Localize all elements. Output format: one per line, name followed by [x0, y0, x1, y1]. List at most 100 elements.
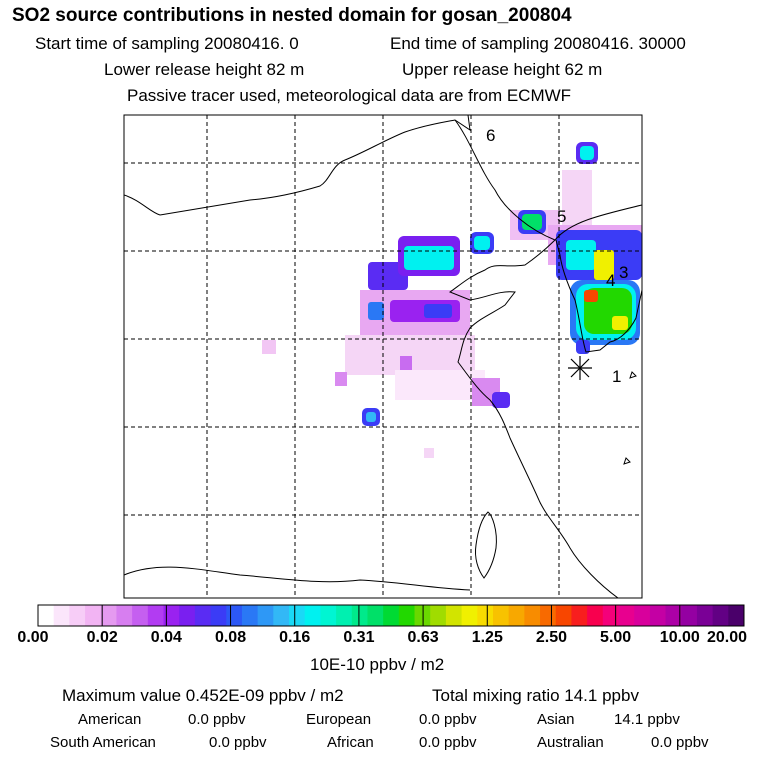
conc-cell — [576, 340, 590, 354]
region-label: 6 — [486, 126, 495, 145]
island — [623, 457, 631, 465]
colorbar-tick-label: 0.31 — [343, 629, 375, 646]
african-value: 0.0 ppbv — [419, 734, 477, 751]
conc-cell — [522, 214, 542, 230]
colorbar-cell — [696, 605, 714, 626]
colorbar-cell — [681, 605, 698, 626]
region-label: 3 — [619, 263, 628, 282]
conc-cell — [335, 372, 347, 386]
conc-cell — [424, 304, 452, 318]
colorbar-cell — [728, 605, 745, 626]
conc-cell — [395, 370, 485, 400]
colorbar-tick-label: 0.16 — [279, 629, 311, 646]
colorbar-cell — [69, 605, 86, 626]
colorbar-cell — [587, 605, 604, 626]
northeast-border — [454, 119, 642, 241]
colorbar-cell — [257, 605, 274, 626]
colorbar-cell — [571, 605, 588, 626]
mongolia-border — [159, 115, 471, 216]
colorbar-tick-label: 0.02 — [86, 629, 118, 646]
colorbar-cell — [367, 605, 384, 626]
colorbar-cell — [524, 605, 541, 626]
colorbar-units: 10E-10 ppbv / m2 — [310, 655, 445, 674]
region-label: 5 — [557, 207, 566, 226]
korea-coast — [555, 239, 642, 353]
colorbar-tick-label: 5.00 — [600, 629, 632, 646]
colorbar-cell — [618, 605, 635, 626]
colorbar-tick-label: 0.63 — [407, 629, 439, 646]
asian-value: 14.1 ppbv — [614, 711, 680, 728]
conc-cell — [566, 240, 596, 270]
plot-title: SO2 source contributions in nested domai… — [12, 5, 572, 26]
colorbar-cell — [383, 605, 400, 626]
australian-label: Australian — [537, 734, 604, 751]
colorbar-cell — [508, 605, 525, 626]
tracer-note: Passive tracer used, meteorological data… — [127, 86, 572, 105]
colorbar-tick-label: 10.00 — [659, 629, 700, 646]
conc-cell — [584, 290, 598, 302]
end-time: End time of sampling 20080416. 30000 — [390, 34, 686, 53]
colorbar-cell — [163, 605, 180, 626]
african-label: African — [327, 734, 374, 751]
colorbar-cell — [194, 605, 212, 626]
island — [629, 371, 637, 379]
total-mixing-ratio: Total mixing ratio 14.1 ppbv — [432, 686, 639, 705]
border-line — [124, 194, 161, 216]
upper-release-height: Upper release height 62 m — [402, 60, 603, 79]
colorbar-cell — [304, 605, 321, 626]
start-time: Start time of sampling 20080416. 0 — [35, 34, 299, 53]
maximum-value: Maximum value 0.452E-09 ppbv / m2 — [62, 686, 344, 705]
colorbar-cell — [492, 605, 510, 626]
china-coast — [448, 239, 619, 598]
colorbar-cell — [241, 605, 259, 626]
colorbar-cell — [336, 605, 353, 626]
conc-cell — [424, 448, 434, 458]
region-label: 4 — [606, 271, 615, 290]
concentration-field — [262, 142, 642, 458]
receptor-marker — [568, 356, 592, 380]
colorbar-tick-label: 0.04 — [150, 629, 182, 646]
colorbar-cell — [398, 605, 416, 626]
colorbar-cell — [540, 605, 557, 626]
taiwan — [475, 511, 497, 579]
conc-cell — [492, 392, 510, 408]
south-china-coast — [124, 566, 471, 591]
asian-label: Asian — [537, 711, 575, 728]
colorbar-cell — [665, 605, 682, 626]
conc-cell — [474, 236, 490, 250]
coastlines — [124, 115, 642, 598]
colorbar-cell — [477, 605, 494, 626]
conc-cell — [400, 356, 412, 370]
colorbar-tick-label: 1.25 — [471, 629, 503, 646]
colorbar-cell — [116, 605, 133, 626]
colorbar-cell — [430, 605, 447, 626]
colorbar-cell — [53, 605, 70, 626]
conc-cell — [368, 302, 384, 320]
lower-release-height: Lower release height 82 m — [104, 60, 305, 79]
conc-cell — [366, 412, 376, 422]
south-american-label: South American — [50, 734, 156, 751]
american-label: American — [78, 711, 142, 728]
colorbar-cell — [712, 605, 729, 626]
conc-cell — [612, 316, 628, 330]
colorbar-cell — [445, 605, 463, 626]
colorbar-tick-label: 0.08 — [214, 629, 247, 646]
colorbar-cell — [351, 605, 368, 626]
colorbar-cell — [132, 605, 149, 626]
colorbar-cell — [100, 605, 117, 626]
colorbar-tick-label: 2.50 — [535, 629, 568, 646]
european-label: European — [306, 711, 372, 728]
colorbar-cell — [273, 605, 290, 626]
colorbar-cell — [634, 605, 651, 626]
colorbar-cell — [147, 605, 165, 626]
colorbar-cell — [38, 605, 55, 626]
region-label: 1 — [612, 367, 621, 386]
colorbar-cell — [320, 605, 337, 626]
south-american-value: 0.0 ppbv — [209, 734, 267, 751]
lat-lon-grid — [124, 115, 642, 598]
colorbar-tick-label: 0.00 — [17, 629, 49, 646]
colorbar-cell — [289, 605, 306, 626]
american-value: 0.0 ppbv — [188, 711, 246, 728]
conc-cell — [594, 250, 614, 280]
